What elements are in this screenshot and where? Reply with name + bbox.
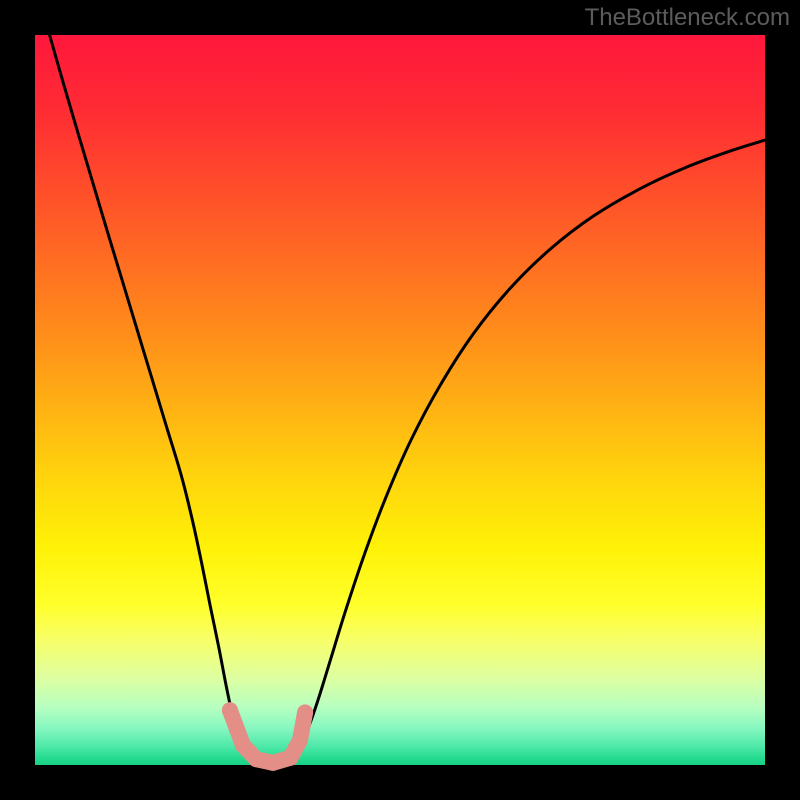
marker-dot [292, 732, 308, 748]
bottleneck-chart [0, 0, 800, 800]
marker-dot [235, 737, 251, 753]
marker-dot [283, 750, 299, 766]
stage: TheBottleneck.com [0, 0, 800, 800]
marker-dot [297, 704, 313, 720]
marker-dot [248, 751, 264, 767]
watermark-text: TheBottleneck.com [585, 4, 790, 32]
marker-dot [222, 702, 238, 718]
marker-dot [265, 755, 281, 771]
gradient-background [35, 35, 765, 765]
